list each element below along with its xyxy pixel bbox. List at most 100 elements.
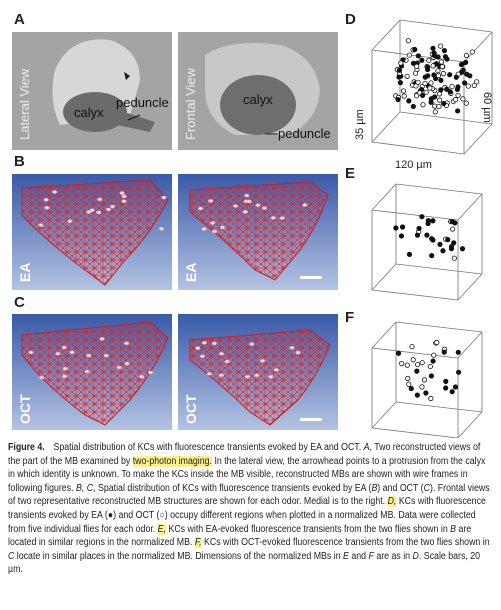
figure-caption: Figure 4. Spatial distribution of KCs wi… [8, 441, 494, 577]
cell-point [444, 56, 450, 62]
cell-point [404, 362, 410, 368]
cell-spot [199, 354, 205, 359]
calyx-shape [220, 75, 296, 135]
cell-point [443, 385, 449, 391]
cell-spot [158, 226, 165, 231]
cell-point [447, 72, 453, 78]
cell-spot [123, 341, 130, 346]
cell-point [469, 49, 475, 55]
panel-label: B [14, 153, 25, 170]
cell-point [422, 80, 428, 87]
cell-spot [246, 199, 252, 204]
view-title: Frontal View [183, 67, 198, 140]
panel-label: F [345, 309, 354, 326]
box-edge [463, 31, 493, 63]
cell-point [423, 390, 429, 396]
cell-point [414, 232, 421, 238]
caption-segment: D [412, 550, 419, 562]
wireframe [189, 181, 329, 281]
cell-point [463, 52, 470, 59]
odor-label: EA [183, 263, 199, 282]
caption-segment: D, [387, 496, 397, 508]
cell-point [428, 395, 434, 402]
cell-point [405, 38, 412, 44]
cell-point [422, 74, 428, 80]
cell-spot [103, 353, 109, 358]
label-calyx: calyx [243, 92, 273, 107]
box-edge [371, 401, 397, 429]
cell-spot [244, 193, 250, 198]
caption-segment: Figure 4. [8, 442, 45, 453]
cell-point [441, 48, 448, 54]
box-edge [371, 19, 401, 51]
cell-spot [69, 350, 75, 355]
cell-spot [206, 371, 212, 376]
cell-point [428, 80, 434, 86]
cell-point [425, 220, 431, 227]
caption-segment: . Scale bars, 20 µm. [8, 550, 481, 576]
cell-spot [211, 341, 217, 346]
cell-point [455, 108, 461, 114]
cell-point [465, 83, 471, 89]
cell-point [430, 358, 436, 364]
dimension-x: 120 µm [395, 159, 432, 171]
cell-spot [43, 197, 49, 202]
view-title: Lateral View [17, 68, 32, 140]
caption-segment: F, [194, 537, 202, 549]
caption-segment: C [423, 482, 430, 494]
cell-point [428, 373, 434, 379]
cell-point [455, 349, 461, 355]
box-edge [399, 19, 493, 33]
box-edge [371, 427, 459, 439]
cell-point [430, 45, 436, 51]
cell-point [425, 64, 431, 70]
cell-spot [67, 219, 73, 224]
cell-spot [218, 373, 225, 378]
cell-point [471, 82, 477, 89]
cell-point [393, 225, 399, 231]
cell-point [408, 385, 414, 392]
caption-segment: KCs with EA-evoked fluorescence transien… [166, 523, 451, 535]
cell-point [396, 67, 403, 73]
cell-point [419, 360, 425, 366]
cell-spot [119, 191, 125, 195]
cell-point [453, 74, 459, 80]
cell-spot [121, 194, 127, 199]
peduncle-shape [112, 110, 155, 132]
cell-point [409, 343, 415, 350]
box-edge [395, 401, 483, 413]
box-edge [371, 209, 459, 221]
cell-point [440, 248, 446, 254]
cell-point [432, 109, 438, 115]
cell-point [474, 79, 480, 85]
caption-segment: KCs with OCT-evoked fluorescence transie… [201, 537, 490, 549]
cell-spot [201, 227, 207, 231]
caption-segment: B [450, 523, 457, 535]
cell-point [423, 89, 429, 95]
cell-point [412, 70, 419, 76]
cell-spot [161, 195, 167, 200]
cell-point [463, 100, 469, 106]
cell-point [427, 85, 433, 91]
cell-spot [39, 375, 45, 380]
cell-point [460, 67, 466, 73]
dimension-y: 60 µm [481, 92, 493, 123]
wireframe [21, 179, 169, 286]
caption-segment: Spatial distribution of KCs with fluores… [44, 442, 364, 453]
cell-point [443, 378, 449, 384]
cell-point [438, 77, 444, 83]
cell-point [432, 103, 438, 109]
cell-spot [210, 221, 216, 225]
scale-bar [300, 418, 322, 421]
box-edge [371, 111, 401, 143]
cell-spot [255, 203, 261, 208]
box-edge [371, 263, 397, 291]
box-edge [371, 183, 397, 211]
caption-segment: and [348, 550, 369, 562]
cell-spot [261, 206, 267, 210]
cell-point [451, 240, 457, 246]
caption-segment: E [343, 550, 349, 562]
label-peduncle: peduncle [278, 126, 331, 141]
cell-spot [124, 361, 130, 366]
box-edge [371, 321, 397, 349]
